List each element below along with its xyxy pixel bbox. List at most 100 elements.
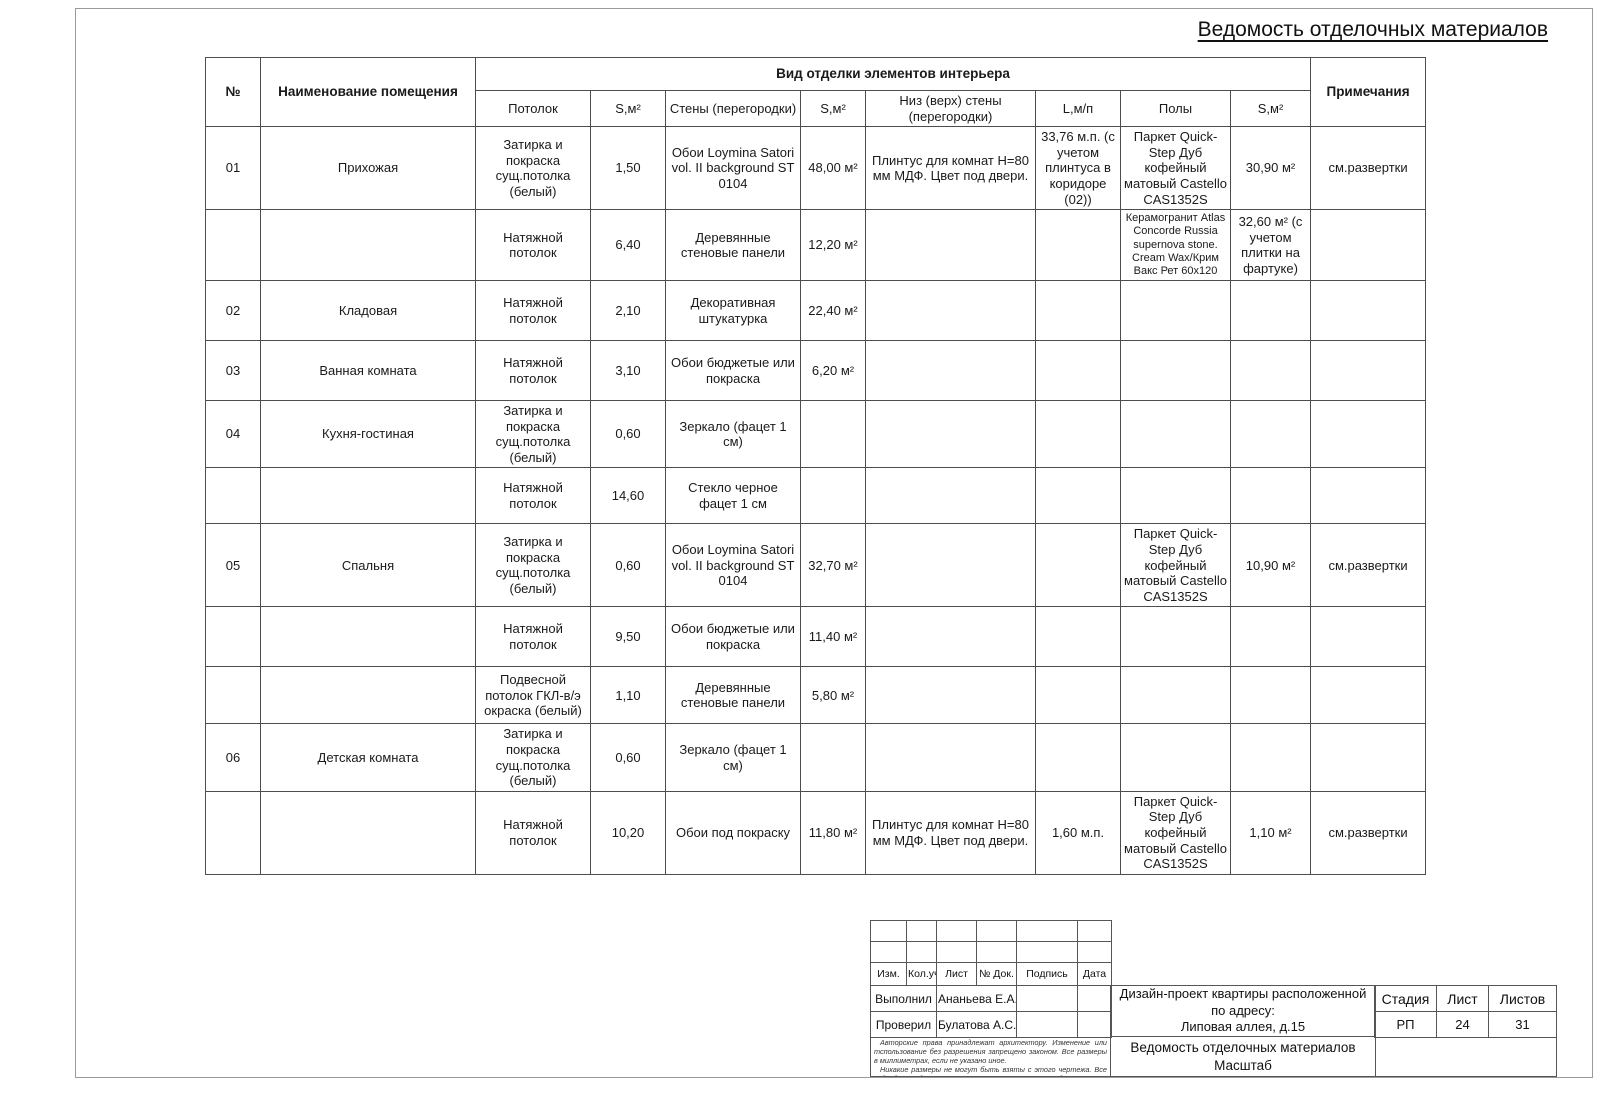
cell-num: 01 <box>205 126 261 211</box>
table-row: 05 Спальня Затирка и покраска сущ.потолка … <box>205 523 1427 608</box>
cell-skirting <box>865 606 1036 668</box>
cell-skirting <box>865 523 1036 608</box>
stamp-empty-cell <box>870 941 907 963</box>
sheet-frame <box>75 8 1593 1078</box>
cell-floor <box>1120 467 1231 525</box>
cell-notes <box>1310 209 1427 282</box>
cell-ceiling: Натяжной потолок <box>475 209 591 282</box>
header-ceiling-area: S,м² <box>590 89 666 128</box>
header-floor: Полы <box>1120 89 1231 128</box>
cell-walls: Стекло черное фацет 1 см <box>665 467 801 525</box>
cell-walls-area: 48,00 м² <box>800 126 866 211</box>
cell-ceiling: Затирка и покраска сущ.потолка (белый) <box>475 523 591 608</box>
sheets-value: 31 <box>1488 1011 1557 1038</box>
stamp-col-podpis: Подпись <box>1016 962 1078 986</box>
cell-skirting <box>865 467 1036 525</box>
cell-room: Спальня <box>260 523 476 608</box>
stamp-empty-cell <box>936 941 977 963</box>
checked-signature-cell <box>1016 1011 1078 1038</box>
cell-num: 05 <box>205 523 261 608</box>
cell-floor-area <box>1229 340 1312 402</box>
cell-length <box>1035 400 1121 469</box>
made-label: Выполнил <box>870 985 937 1012</box>
header-skirting: Низ (верх) стены (перегородки) <box>865 89 1036 128</box>
cell-ceiling-area: 1,10 <box>590 666 666 725</box>
copyright-paragraph: Никакие размеры не могут быть взяты с эт… <box>874 1064 1107 1076</box>
checked-date-cell <box>1077 1011 1112 1038</box>
stamp-made-row: Выполнил Ананьева Е.А. <box>870 985 1112 1012</box>
document-title: Ведомость отделочных материалов <box>1130 1039 1356 1055</box>
cell-ceiling: Натяжной потолок <box>475 606 591 668</box>
cell-num: 03 <box>205 340 261 402</box>
stamp-empty-cell <box>1077 941 1112 963</box>
revision-empty-row <box>870 920 1112 942</box>
table-subheader-row: Потолок S,м² Стены (перегородки) S,м² Ни… <box>206 89 1426 128</box>
cell-notes: см.развертки <box>1310 126 1427 211</box>
cell-ceiling-area: 3,10 <box>590 340 666 402</box>
cell-notes <box>1310 400 1427 469</box>
cell-walls-area <box>800 467 866 525</box>
cell-floor-area <box>1229 467 1312 525</box>
cell-ceiling-area: 0,60 <box>590 400 666 469</box>
cell-ceiling: Натяжной потолок <box>475 280 591 342</box>
cell-skirting: Плинтус для комнат Н=80 мм МДФ. Цвет под… <box>865 126 1036 211</box>
cell-floor <box>1120 666 1231 725</box>
table-row: 01 Прихожая Затирка и покраска сущ.потолка… <box>205 126 1427 211</box>
cell-room: Прихожая <box>260 126 476 211</box>
stamp-empty-cell <box>1016 920 1078 942</box>
cell-notes: см.развертки <box>1310 790 1427 875</box>
cell-floor-area: 10,90 м² <box>1229 523 1312 608</box>
stamp-empty-cell <box>1016 941 1078 963</box>
cell-floor <box>1120 340 1231 402</box>
table-row: 06 Детская комната Затирка и покраска сущ.… <box>205 723 1427 792</box>
cell-ceiling: Затирка и покраска сущ.потолка (белый) <box>475 126 591 211</box>
stage-label: Стадия <box>1374 985 1437 1012</box>
cell-walls-area: 12,20 м² <box>800 209 866 282</box>
cell-num <box>205 606 261 668</box>
cell-room <box>260 790 476 875</box>
cell-skirting <box>865 723 1036 792</box>
cell-notes <box>1310 340 1427 402</box>
stamp-empty-cell <box>1077 920 1112 942</box>
table-row: Натяжной потолок 14,60 Стекло черное фацет… <box>205 467 1427 525</box>
cell-room <box>260 467 476 525</box>
made-signature-cell <box>1016 985 1078 1012</box>
cell-room <box>260 606 476 668</box>
cell-length: 1,60 м.п. <box>1035 790 1121 875</box>
stage-sheet-grid: Стадия Лист Листов РП 24 31 <box>1374 985 1557 1038</box>
table-row: 03 Ванная комната Натяжной потолок 3,10 Обои… <box>205 340 1427 402</box>
cell-walls: Декоративная штукатурка <box>665 280 801 342</box>
cell-ceiling-area: 0,60 <box>590 723 666 792</box>
cell-walls: Зеркало (фацет 1 см) <box>665 400 801 469</box>
project-address-line2: Липовая аллея, д.15 <box>1180 1019 1306 1035</box>
cell-length <box>1035 666 1121 725</box>
cell-ceiling: Натяжной потолок <box>475 340 591 402</box>
cell-skirting <box>865 280 1036 342</box>
cell-walls: Обои под покраску <box>665 790 801 875</box>
checked-label: Проверил <box>870 1011 937 1038</box>
stamp-col-koluch: Кол.уч. <box>906 962 937 986</box>
revision-table: Изм. Кол.уч. Лист № Док. Подпись Дата Вы… <box>870 920 1112 1038</box>
cell-room: Ванная комната <box>260 340 476 402</box>
cell-floor <box>1120 280 1231 342</box>
header-walls: Стены (перегородки) <box>665 89 801 128</box>
cell-room: Детская комната <box>260 723 476 792</box>
cell-floor: Керамогранит Atlas Concorde Russia super… <box>1120 209 1231 282</box>
cell-skirting <box>865 340 1036 402</box>
cell-room: Кухня-гостиная <box>260 400 476 469</box>
cell-floor: Паркет Quick-Step Дуб кофейный матовый C… <box>1120 523 1231 608</box>
cell-notes <box>1310 606 1427 668</box>
cell-length <box>1035 723 1121 792</box>
scale-label: Масштаб <box>1214 1057 1272 1073</box>
cell-ceiling-area: 0,60 <box>590 523 666 608</box>
cell-num <box>205 467 261 525</box>
cell-walls-area: 22,40 м² <box>800 280 866 342</box>
header-group: Вид отделки элементов интерьера <box>474 57 1312 91</box>
cell-length <box>1035 523 1121 608</box>
cell-ceiling: Натяжной потолок <box>475 790 591 875</box>
stamp-col-list: Лист <box>936 962 977 986</box>
title-block: Изм. Кол.уч. Лист № Док. Подпись Дата Вы… <box>870 920 1557 1077</box>
cell-walls-area: 5,80 м² <box>800 666 866 725</box>
cell-skirting <box>865 209 1036 282</box>
